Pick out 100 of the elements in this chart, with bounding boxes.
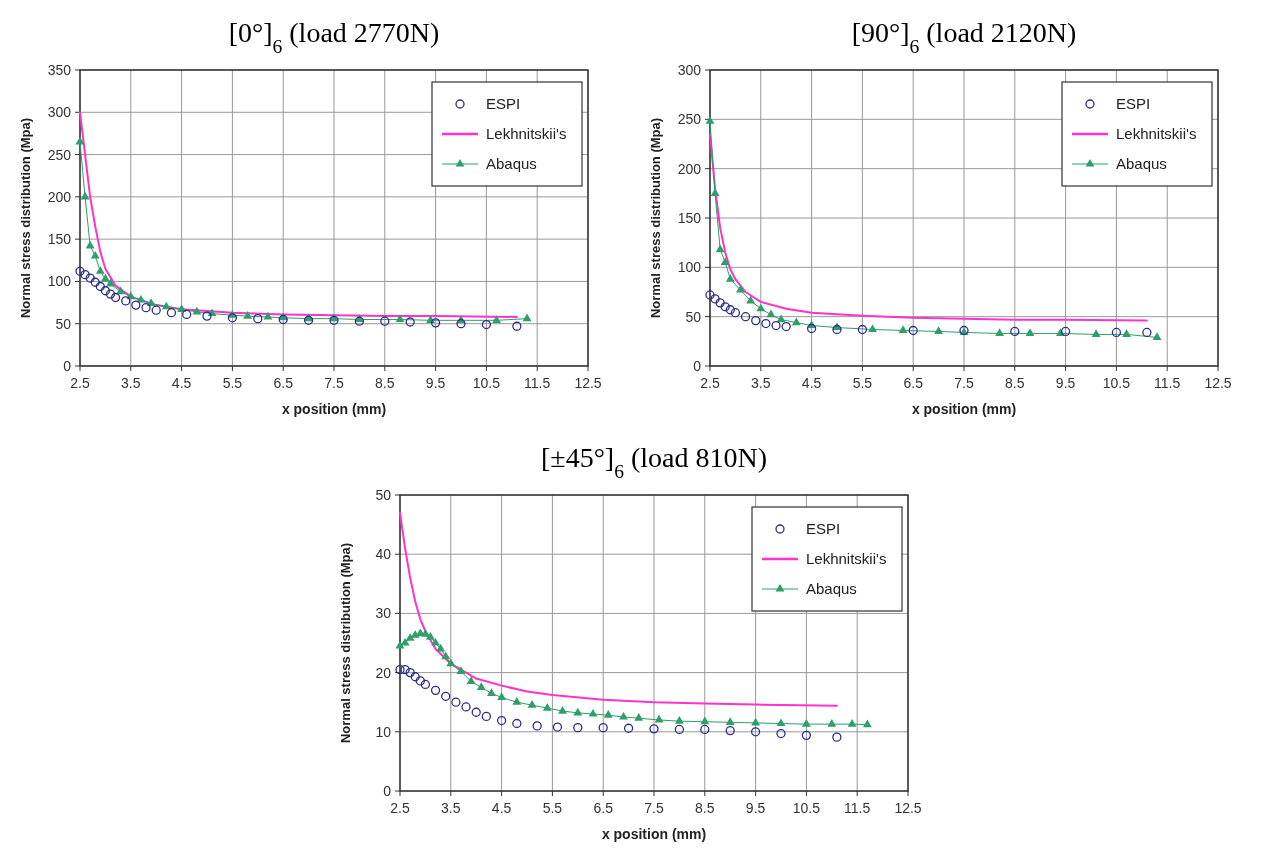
x-tick-label: 4.5 — [491, 800, 512, 816]
point — [623, 723, 634, 733]
point — [405, 317, 415, 327]
x-tick-label: 7.5 — [324, 375, 344, 391]
x-axis-title: x position (mm) — [601, 826, 707, 842]
x-tick-label: 12.5 — [1204, 375, 1232, 391]
x-tick-label: 11.5 — [1154, 375, 1181, 391]
point — [481, 711, 492, 722]
point — [430, 318, 441, 328]
x-axis-title: x position (mm) — [911, 401, 1017, 417]
y-tick-label: 0 — [693, 358, 702, 374]
x-tick-label: 8.5 — [375, 375, 395, 391]
point — [436, 643, 446, 652]
point — [461, 702, 471, 712]
y-axis-title: Normal stress distribution (Mpa) — [338, 542, 353, 744]
point — [100, 286, 111, 296]
point — [400, 637, 410, 646]
point — [558, 705, 567, 714]
point — [400, 664, 410, 675]
point — [649, 724, 659, 734]
point — [446, 658, 456, 667]
legend-label: Lekhnitskii's — [486, 125, 567, 142]
y-tick-label: 250 — [677, 111, 702, 128]
point — [410, 672, 420, 682]
point — [95, 281, 105, 292]
point — [512, 321, 522, 331]
point — [715, 298, 725, 308]
point — [451, 697, 461, 707]
x-tick-label: 9.5 — [425, 375, 446, 391]
point — [512, 718, 522, 729]
point — [85, 273, 95, 283]
point — [146, 298, 156, 306]
point — [110, 292, 121, 303]
x-tick-label: 7.5 — [644, 800, 664, 816]
point — [730, 308, 741, 318]
point — [243, 310, 253, 319]
point — [100, 273, 110, 282]
x-tick-label: 2.5 — [390, 800, 410, 816]
point — [151, 305, 161, 315]
x-tick-label: 9.5 — [1055, 375, 1076, 391]
point — [106, 278, 115, 287]
point — [700, 716, 710, 725]
point — [776, 314, 786, 323]
x-tick-label: 11.5 — [844, 800, 871, 816]
point — [1111, 327, 1122, 338]
point — [746, 295, 756, 304]
legend-label: ESPI — [486, 95, 521, 112]
y-tick-label: 200 — [47, 188, 72, 205]
y-tick-label: 150 — [677, 210, 702, 226]
point — [456, 319, 466, 329]
point — [603, 710, 613, 718]
chart-title: [±45°]$_{6}$ (load 810N) — [540, 442, 768, 482]
x-tick-label: 11.5 — [524, 375, 551, 391]
point — [105, 289, 116, 299]
y-tick-label: 50 — [55, 315, 72, 332]
point — [487, 688, 496, 696]
point — [862, 719, 872, 728]
x-tick-label: 5.5 — [222, 375, 243, 391]
point — [522, 313, 532, 322]
point — [847, 718, 857, 727]
x-tick-label: 5.5 — [542, 800, 563, 816]
point — [995, 328, 1004, 336]
y-tick-label: 300 — [677, 62, 702, 78]
x-tick-label: 8.5 — [695, 800, 715, 816]
y-tick-label: 100 — [677, 259, 702, 276]
x-tick-label: 12.5 — [574, 375, 602, 391]
x-tick-label: 4.5 — [801, 375, 822, 391]
point — [725, 725, 735, 736]
y-tick-label: 0 — [63, 358, 72, 374]
point — [715, 244, 725, 253]
point — [90, 250, 100, 259]
point — [857, 324, 868, 335]
point — [80, 191, 90, 200]
point — [131, 300, 141, 310]
point — [761, 318, 771, 329]
x-tick-label: 7.5 — [954, 375, 974, 391]
point — [95, 266, 105, 274]
legend-label: ESPI — [1116, 95, 1151, 112]
point — [654, 714, 664, 723]
x-tick-label: 3.5 — [121, 375, 141, 391]
point — [725, 305, 735, 315]
x-tick-label: 2.5 — [700, 375, 720, 391]
x-tick-label: 12.5 — [894, 800, 922, 816]
point — [116, 286, 126, 295]
legend-label: Abaqus — [806, 580, 857, 597]
point — [227, 313, 238, 323]
point — [420, 629, 430, 637]
point — [395, 640, 405, 649]
y-tick-label: 300 — [47, 104, 72, 121]
x-tick-label: 2.5 — [70, 375, 90, 391]
point — [405, 633, 415, 641]
legend-label: Abaqus — [486, 155, 537, 172]
point — [1060, 326, 1071, 337]
x-tick-label: 10.5 — [1102, 375, 1131, 391]
point — [80, 270, 90, 280]
point — [832, 732, 842, 742]
point — [751, 315, 761, 326]
point — [395, 314, 405, 323]
y-tick-label: 250 — [47, 146, 72, 163]
x-tick-label: 10.5 — [792, 800, 821, 816]
